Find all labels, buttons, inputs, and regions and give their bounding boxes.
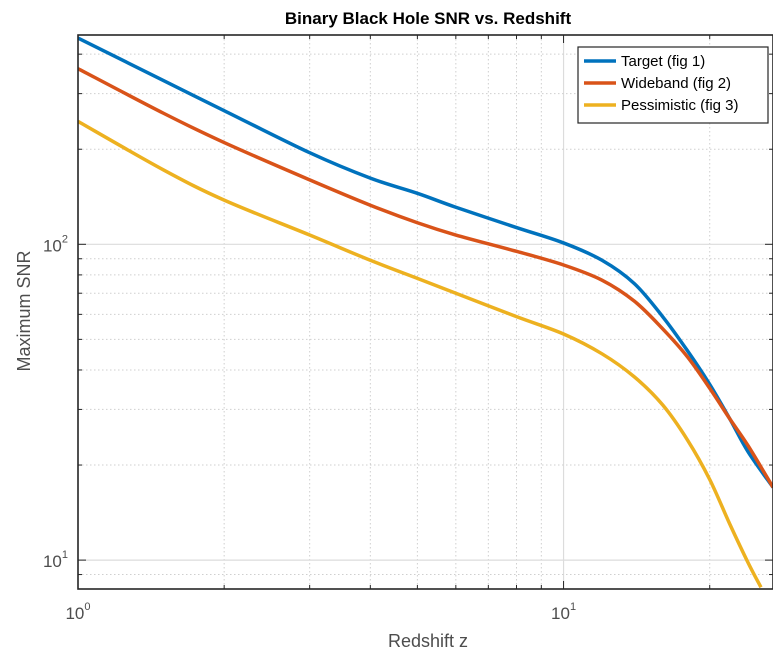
legend-label: Pessimistic (fig 3) [621, 97, 739, 114]
tick-labels: 100 101 101 102 [43, 233, 576, 623]
legend-label: Wideband (fig 2) [621, 75, 731, 92]
axes-box [77, 34, 773, 590]
axes-frame [77, 34, 773, 590]
legend[interactable]: Target (fig 1) Wideband (fig 2) Pessimisti… [577, 46, 769, 124]
series-lines [78, 36, 773, 589]
series-line-3 [78, 119, 763, 589]
legend-item[interactable]: Pessimistic (fig 3) [584, 97, 739, 114]
x-tick-label: 100 [65, 601, 90, 623]
y-tick-label: 101 [43, 549, 68, 571]
legend-item[interactable]: Wideband (fig 2) [584, 75, 731, 92]
grid [77, 35, 773, 589]
y-tick-label: 102 [43, 233, 68, 255]
y-axis-label: Maximum SNR [14, 250, 34, 371]
x-axis-label: Redshift z [388, 631, 468, 651]
legend-label: Target (fig 1) [621, 53, 705, 70]
series-line-1 [78, 36, 773, 489]
legend-item[interactable]: Target (fig 1) [584, 53, 705, 70]
x-tick-label: 101 [551, 601, 576, 623]
series-line-2 [78, 67, 773, 489]
chart-title: Binary Black Hole SNR vs. Redshift [285, 9, 572, 28]
